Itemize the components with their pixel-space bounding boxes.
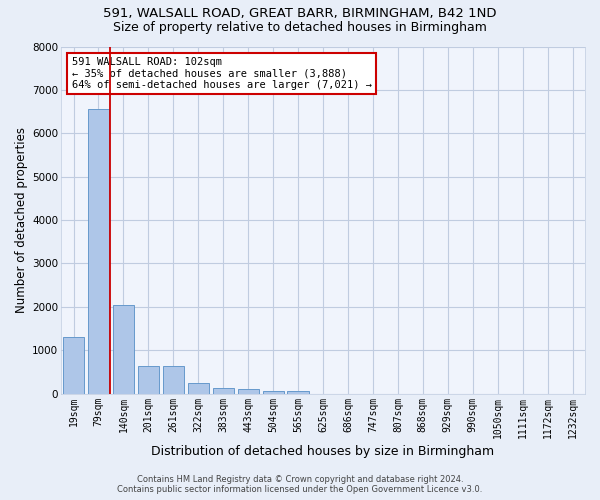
Bar (263, 391, 284, 394)
Bar (88, 110, 109, 394)
Text: Contains HM Land Registry data © Crown copyright and database right 2024.: Contains HM Land Registry data © Crown c… (137, 475, 463, 484)
Y-axis label: Number of detached properties: Number of detached properties (15, 127, 28, 313)
Bar (212, 388, 234, 394)
X-axis label: Distribution of detached houses by size in Birmingham: Distribution of detached houses by size … (151, 444, 494, 458)
Text: Size of property relative to detached houses in Birmingham: Size of property relative to detached ho… (113, 21, 487, 34)
Text: 591 WALSALL ROAD: 102sqm
← 35% of detached houses are smaller (3,888)
64% of sem: 591 WALSALL ROAD: 102sqm ← 35% of detach… (71, 57, 371, 90)
Bar (238, 390, 259, 394)
Text: Contains public sector information licensed under the Open Government Licence v3: Contains public sector information licen… (118, 485, 482, 494)
Bar (138, 366, 159, 394)
Bar (63, 337, 84, 394)
Bar (287, 391, 308, 394)
Bar (163, 366, 184, 394)
Bar (113, 304, 134, 394)
Text: 591, WALSALL ROAD, GREAT BARR, BIRMINGHAM, B42 1ND: 591, WALSALL ROAD, GREAT BARR, BIRMINGHA… (103, 8, 497, 20)
Bar (188, 382, 209, 394)
